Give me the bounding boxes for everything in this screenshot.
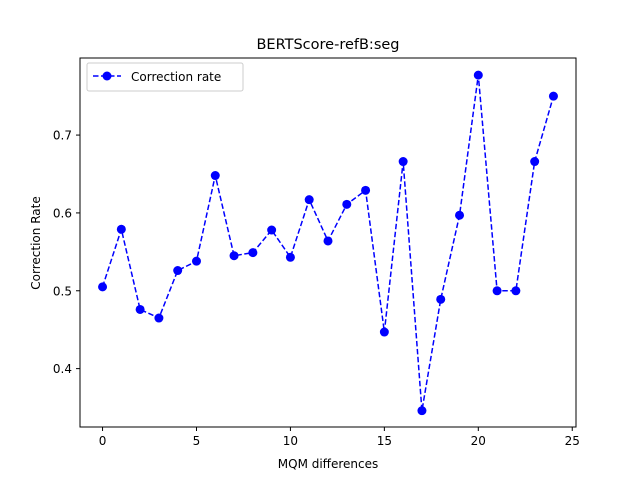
data-point	[417, 406, 427, 416]
data-point	[304, 195, 314, 205]
data-point	[285, 252, 295, 262]
data-point	[191, 256, 201, 266]
x-tick-label: 0	[99, 434, 107, 448]
x-tick-label: 5	[193, 434, 201, 448]
data-point	[173, 266, 183, 276]
data-point	[267, 225, 277, 235]
legend: Correction rate	[86, 62, 244, 92]
data-point	[210, 171, 220, 181]
data-point	[511, 286, 521, 296]
data-point	[436, 294, 446, 304]
legend-label: Correction rate	[131, 70, 221, 84]
data-point	[530, 157, 540, 167]
data-point	[116, 224, 126, 234]
data-point	[492, 286, 502, 296]
plot-area	[98, 70, 558, 416]
data-point	[248, 248, 258, 258]
y-axis-label: Correction Rate	[29, 196, 43, 289]
x-tick-label: 15	[377, 434, 392, 448]
data-point	[455, 210, 465, 220]
data-point	[98, 282, 108, 292]
axes-frame	[79, 57, 577, 428]
data-point	[154, 313, 164, 323]
legend-frame	[86, 62, 244, 92]
data-point	[323, 236, 333, 246]
data-point	[398, 157, 408, 167]
x-tick-label: 25	[565, 434, 580, 448]
y-tick-label: 0.4	[53, 362, 72, 376]
y-tick-label: 0.7	[53, 129, 72, 143]
data-point	[379, 327, 389, 337]
y-tick-label: 0.5	[53, 284, 72, 298]
data-point	[361, 185, 371, 195]
data-point	[473, 70, 483, 80]
data-point	[548, 91, 558, 101]
axes: 0 5 10 15 20 25 0.4 0.5 0.6 0.7	[53, 57, 580, 448]
chart-title: BERTScore-refB:seg	[256, 37, 399, 53]
data-point	[135, 304, 145, 314]
data-point	[342, 199, 352, 209]
legend-marker	[102, 71, 112, 81]
data-point	[229, 251, 239, 261]
x-axis-label: MQM differences	[278, 457, 378, 471]
y-tick-label: 0.6	[53, 206, 72, 220]
x-tick-label: 20	[471, 434, 486, 448]
x-tick-label: 10	[283, 434, 298, 448]
